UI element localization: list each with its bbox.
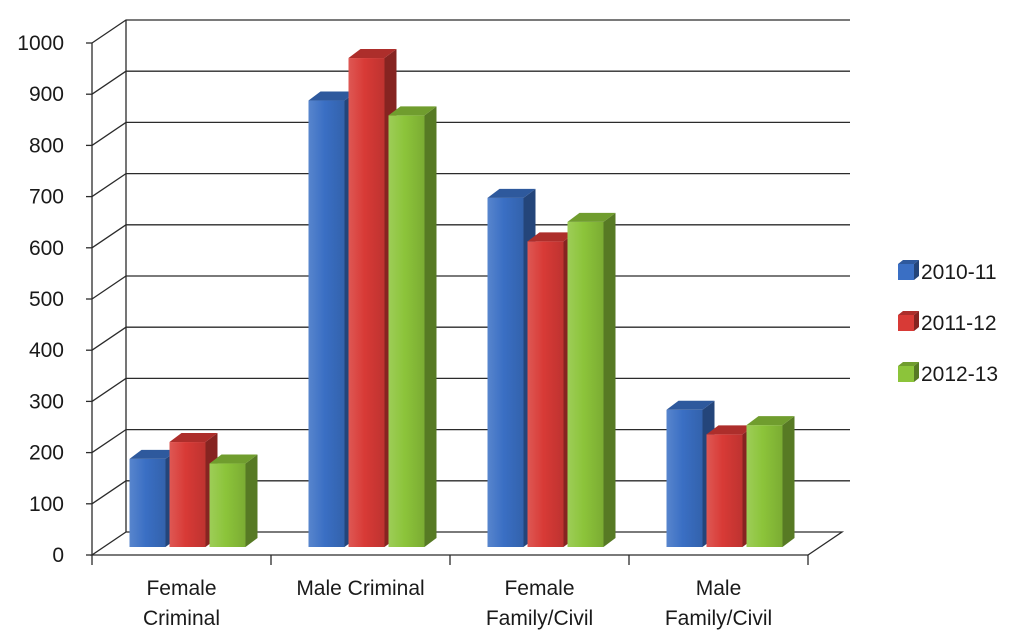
bar-side bbox=[782, 416, 795, 547]
legend-item: 2010-11 bbox=[898, 260, 997, 284]
y-tick-label: 800 bbox=[29, 134, 64, 157]
gridline bbox=[91, 121, 850, 146]
bar-front bbox=[388, 115, 425, 547]
y-tick-label: 900 bbox=[29, 83, 64, 106]
bar-front bbox=[666, 409, 703, 547]
legend-label: 2012-13 bbox=[921, 363, 998, 386]
x-category-label: Male Criminal bbox=[296, 577, 424, 600]
legend-item: 2011-12 bbox=[898, 311, 997, 335]
gridline bbox=[91, 326, 850, 351]
axes bbox=[86, 20, 845, 565]
bar-front bbox=[129, 458, 166, 547]
gridline bbox=[91, 275, 850, 300]
bar-top bbox=[308, 91, 357, 101]
bar-top bbox=[348, 49, 397, 59]
bar-top bbox=[209, 454, 258, 464]
legend-item: 2012-13 bbox=[898, 362, 998, 386]
bars bbox=[129, 49, 795, 548]
y-axis-tick-labels: 0 100 200 300 400 500 600 700 800 900 1000 bbox=[17, 32, 64, 567]
y-tick-label: 500 bbox=[29, 288, 64, 311]
gridline bbox=[91, 19, 850, 44]
legend-swatch bbox=[898, 264, 914, 280]
bar-front bbox=[746, 425, 783, 547]
bar-front bbox=[706, 434, 743, 547]
bar-top bbox=[666, 400, 715, 410]
legend-swatch-side bbox=[914, 311, 919, 331]
bar-top bbox=[527, 232, 576, 242]
y-tick-label: 700 bbox=[29, 186, 64, 209]
bar bbox=[567, 212, 616, 547]
gridline bbox=[91, 377, 850, 402]
bar-front bbox=[567, 221, 604, 547]
legend-swatch-side bbox=[914, 362, 919, 382]
y-tick-label: 600 bbox=[29, 237, 64, 260]
bar-side bbox=[245, 454, 258, 547]
bar-top bbox=[487, 188, 536, 198]
y-tick-label: 0 bbox=[52, 544, 64, 567]
legend-label: 2010-11 bbox=[921, 261, 997, 284]
y-tick-label: 400 bbox=[29, 339, 64, 362]
gridline bbox=[91, 224, 850, 249]
bar-front bbox=[487, 197, 524, 548]
bar bbox=[209, 454, 258, 547]
legend-swatch-side bbox=[914, 260, 919, 280]
legend-swatch bbox=[898, 315, 914, 331]
legend: 2010-11 2011-12 2012-13 bbox=[898, 260, 998, 386]
bar-front bbox=[527, 241, 564, 547]
bar-top bbox=[169, 433, 218, 443]
bar-side bbox=[603, 212, 616, 547]
bar-front bbox=[308, 100, 345, 547]
x-category-label: Family/Civil bbox=[486, 607, 593, 630]
y-tick-label: 100 bbox=[29, 493, 64, 516]
x-category-label: Male bbox=[696, 577, 742, 600]
y-tick-label: 300 bbox=[29, 390, 64, 413]
gridline bbox=[91, 70, 850, 95]
legend-swatch-top bbox=[898, 260, 919, 264]
gridline bbox=[91, 172, 850, 198]
bar bbox=[746, 416, 795, 547]
legend-swatch bbox=[898, 366, 914, 382]
bar-top bbox=[567, 212, 616, 222]
bar-top bbox=[746, 416, 795, 426]
bar-side bbox=[424, 106, 437, 547]
x-category-label: Female bbox=[504, 577, 574, 600]
bar-front bbox=[169, 442, 206, 547]
bar-top bbox=[129, 449, 178, 459]
bar-top bbox=[706, 425, 755, 435]
x-category-label: Criminal bbox=[143, 607, 220, 630]
y-tick-label: 1000 bbox=[17, 32, 64, 55]
x-category-label: Family/Civil bbox=[665, 607, 772, 630]
legend-label: 2011-12 bbox=[921, 312, 997, 335]
bar-front bbox=[209, 463, 246, 547]
chart-floor bbox=[89, 531, 845, 556]
bar bbox=[388, 106, 437, 547]
bar-top bbox=[388, 106, 437, 116]
x-axis-category-labels: Female Criminal Male Criminal Female Family/… bbox=[143, 577, 772, 630]
x-category-label: Female bbox=[146, 577, 216, 600]
y-tick-label: 200 bbox=[29, 442, 64, 465]
legend-swatch-top bbox=[898, 362, 919, 366]
bar-front bbox=[348, 58, 385, 547]
bar bbox=[487, 188, 536, 548]
bar bbox=[527, 232, 576, 547]
legend-swatch-top bbox=[898, 311, 919, 315]
